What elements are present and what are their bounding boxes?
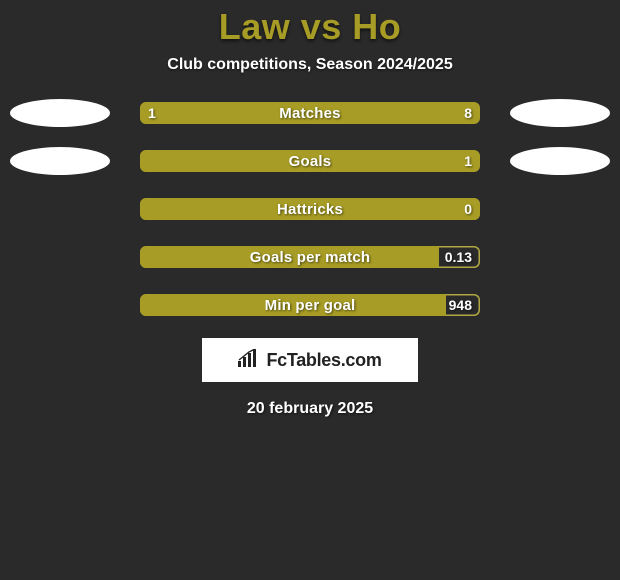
brand-text: FcTables.com (266, 350, 381, 371)
stat-row: Min per goal948 (0, 292, 620, 318)
stat-rows: Matches18Goals1Hattricks0Goals per match… (0, 100, 620, 318)
stat-value-right: 948 (449, 294, 472, 316)
stat-bar: Matches1 8 (140, 102, 480, 124)
player-right-marker (510, 147, 610, 175)
stat-label: Min per goal (140, 294, 480, 316)
stat-bar: Hattricks0 (140, 198, 480, 220)
stat-row: Goals1 (0, 148, 620, 174)
subtitle: Club competitions, Season 2024/2025 (0, 56, 620, 74)
stat-bar: Min per goal948 (140, 294, 480, 316)
stat-label: Goals (140, 150, 480, 172)
stat-label: Hattricks (140, 198, 480, 220)
stat-label: Matches (140, 102, 480, 124)
stat-value-right: 0.13 (445, 246, 472, 268)
stat-row: Matches1 8 (0, 100, 620, 126)
bar-chart-icon (238, 349, 260, 372)
page-title: Law vs Ho (0, 6, 620, 48)
stat-value-right: 8 (464, 102, 472, 124)
comparison-infographic: Law vs Ho Club competitions, Season 2024… (0, 0, 620, 580)
stat-value-left: 1 (148, 102, 156, 124)
brand-badge: FcTables.com (202, 338, 418, 382)
stat-value-right: 0 (464, 198, 472, 220)
stat-value-right: 1 (464, 150, 472, 172)
stat-label: Goals per match (140, 246, 480, 268)
stat-bar: Goals per match0.13 (140, 246, 480, 268)
stat-row: Hattricks0 (0, 196, 620, 222)
player-left-marker (10, 147, 110, 175)
date-text: 20 february 2025 (0, 400, 620, 418)
stat-row: Goals per match0.13 (0, 244, 620, 270)
stat-bar: Goals1 (140, 150, 480, 172)
player-right-marker (510, 99, 610, 127)
player-left-marker (10, 99, 110, 127)
